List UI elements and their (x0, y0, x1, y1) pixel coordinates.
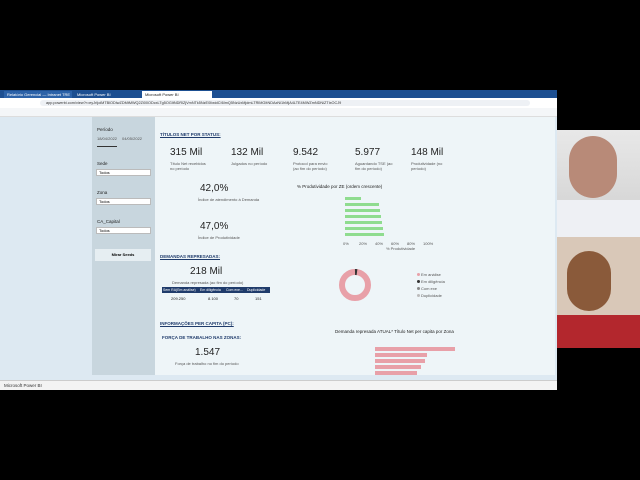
kpi-label: Título Net recebidos no período (170, 161, 206, 171)
legend-swatch (417, 294, 420, 297)
bar (345, 197, 361, 200)
subtitle: FORÇA DE TRABALHO NAS ZONAS: (162, 335, 242, 340)
table-header-cell: Duplicidade (247, 288, 266, 292)
filter-label: Período (97, 127, 113, 132)
status-bar: Microsoft Power BI (0, 380, 557, 390)
dropdown[interactable]: Todos (96, 198, 151, 205)
chart-title: % Produtividade por ZE (ordem crescente) (297, 184, 383, 189)
kpi-value: 5.977 (355, 147, 381, 158)
status-text: Microsoft Power BI (4, 383, 42, 388)
kpi-value: 42,0% (200, 183, 229, 194)
bar (345, 227, 383, 230)
report (155, 117, 555, 375)
axis-label: 40% (375, 241, 384, 246)
section-title: INFORMAÇÕES PER CAPITA (PC): (160, 321, 234, 326)
kpi-value: 1.547 (195, 347, 221, 358)
tab[interactable]: Microsoft Power BI (77, 92, 111, 97)
shirt (557, 200, 640, 237)
kpi-value: 218 Mil (190, 266, 223, 277)
legend-item: Duplicidade (421, 293, 442, 298)
kpi-label: Produtividade (no período) (411, 161, 443, 171)
table-header-cell: Com exe... (226, 288, 243, 292)
legend-swatch (417, 280, 420, 283)
chart-title: Demanda represada ATUAL* Título Net per … (335, 329, 454, 334)
table-cell: 151 (255, 296, 262, 301)
kpi-label: Julgados no período (231, 161, 268, 166)
shirt (557, 315, 640, 348)
kpi-label: Aguardando TSE (ao fim do período) (355, 161, 393, 171)
axis-label: 20% (359, 241, 368, 246)
date: 18/04/2022 (97, 136, 118, 141)
filter-label: Zona (97, 190, 108, 195)
kpi-label: Força de trabalho no fim do período (175, 361, 239, 366)
legend-swatch (417, 273, 420, 276)
axis-label: 60% (391, 241, 400, 246)
table-header-cell: Em diligência (200, 288, 221, 292)
url[interactable]: app.powerbi.com/view?r=eyJrIjoiMTBlODIwZ… (40, 100, 530, 106)
slider[interactable] (97, 146, 117, 147)
legend-item: Com exe (421, 286, 438, 291)
bar (345, 221, 382, 224)
dropdown[interactable]: Todos (96, 227, 151, 234)
bar (345, 215, 381, 218)
person (569, 136, 617, 198)
bar (345, 233, 384, 236)
kpi-value: 132 Mil (231, 147, 264, 158)
bar (375, 347, 455, 351)
axis-label: 80% (407, 241, 416, 246)
legend: % Produtividade (386, 246, 416, 251)
axis-label: 100% (423, 241, 434, 246)
kpi-value: 47,0% (200, 221, 229, 232)
person (567, 251, 611, 311)
legend-item: Em análise (421, 272, 441, 277)
donut-ring (339, 269, 371, 301)
filter-panel: Período 18/04/2022 04/05/2022 Sede Zona … (92, 117, 155, 375)
filter-label: CA_Capital (97, 219, 120, 224)
bar (345, 203, 379, 206)
kpi-label: Índice de atendimento à Demanda (198, 197, 260, 202)
kpi-label: Protocol para envio (ao fim do período) (293, 161, 328, 171)
axis-label: 0% (343, 241, 349, 246)
section-title: DEMANDAS REPRESADAS: (160, 254, 221, 259)
video-tile (557, 130, 640, 237)
section-title: TÍTULOS NET POR STATUS: (160, 132, 221, 137)
filter-label: Sede (97, 161, 108, 166)
tab[interactable]: Relatório Gerencial — Intranet TRE (4, 91, 72, 98)
donut (339, 268, 371, 301)
kpi-value: 9.542 (293, 147, 319, 158)
date: 04/05/2022 (122, 136, 143, 141)
bar (375, 365, 421, 369)
kpi-value: 148 Mil (411, 147, 444, 158)
bar (345, 209, 380, 212)
table-cell: 209.250 (171, 296, 186, 301)
legend-item: Em diligência (421, 279, 445, 284)
legend-swatch (417, 287, 420, 290)
kpi-value: 315 Mil (170, 147, 203, 158)
dropdown[interactable]: Todos (96, 169, 151, 176)
table-header (162, 287, 270, 293)
bar (375, 371, 417, 375)
table-cell: 70 (234, 296, 239, 301)
bookmarks-bar (0, 108, 557, 117)
kpi-label: Índice de Produtividade (198, 235, 240, 240)
tab-bar: Relatório Gerencial — Intranet TRE Micro… (0, 90, 557, 98)
table-cell: 8.100 (208, 296, 219, 301)
kpi-label: Demanda represada (ao fim do período) (172, 280, 244, 285)
tab[interactable]: Microsoft Power BI (142, 91, 212, 98)
bar (375, 353, 427, 357)
button[interactable]: Mirar Seeds (95, 249, 151, 261)
bar (375, 359, 425, 363)
address-bar: app.powerbi.com/view?r=eyJrIjoiMTBlODIwZ… (0, 98, 557, 108)
video-tile (557, 237, 640, 348)
table-header-cell: Sem RA(Em análise) (163, 288, 196, 292)
